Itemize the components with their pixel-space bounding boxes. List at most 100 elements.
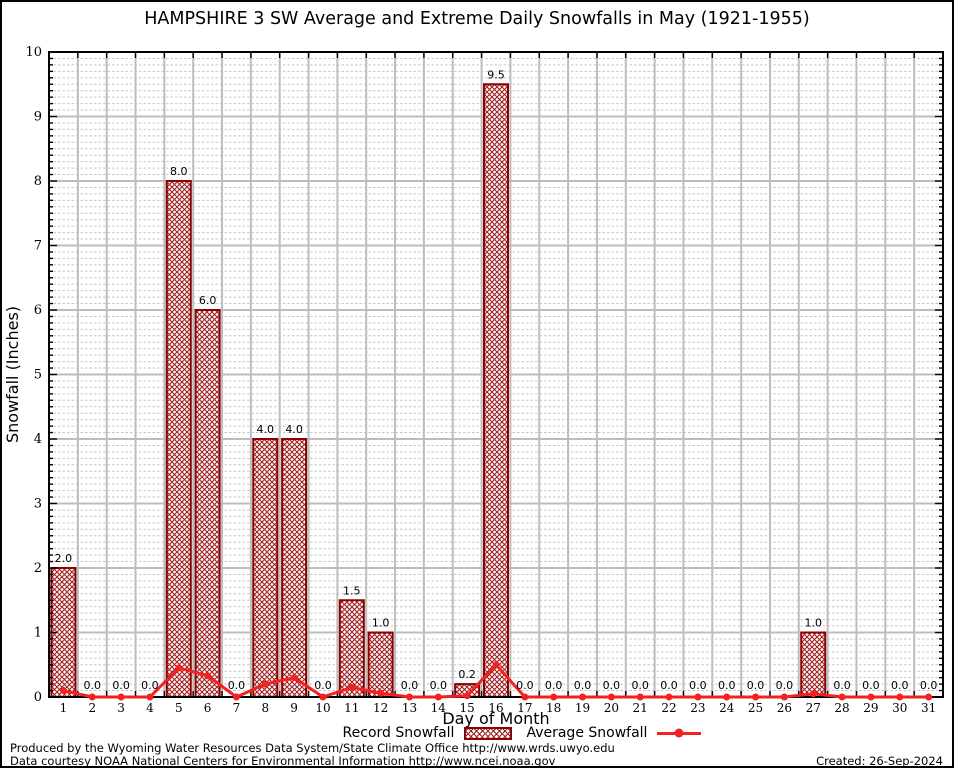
bar-value-label-day-1: 2.0: [55, 552, 73, 565]
average-point-day-15: [463, 692, 471, 700]
y-tick-label-2: 2: [34, 561, 42, 576]
average-point-day-6: [204, 672, 212, 680]
page-title: HAMPSHIRE 3 SW Average and Extreme Daily…: [144, 9, 810, 29]
footer-produced-by: Produced by the Wyoming Water Resources …: [10, 741, 615, 755]
bar-value-label-day-28: 0.0: [833, 679, 851, 692]
x-tick-label-23: 23: [690, 701, 705, 715]
record-snowfall-swatch: [464, 726, 513, 740]
footer-created-date: Created: 26-Sep-2024: [816, 754, 943, 768]
bar-day-12: [367, 631, 394, 698]
bar-value-label-day-29: 0.0: [862, 679, 880, 692]
x-tick-label-24: 24: [719, 701, 735, 715]
x-tick-label-13: 13: [402, 701, 417, 715]
y-tick-label-10: 10: [25, 45, 42, 60]
x-tick-label-18: 18: [546, 701, 561, 715]
x-tick-label-14: 14: [431, 701, 447, 715]
average-point-day-22: [665, 693, 673, 701]
y-tick-label-4: 4: [34, 432, 42, 447]
bar-value-label-day-6: 6.0: [199, 294, 217, 307]
x-tick-label-30: 30: [892, 701, 907, 715]
bar-day-9: [281, 438, 308, 698]
bar-value-label-day-7: 0.0: [228, 679, 246, 692]
x-axis-title: Day of Month: [442, 709, 549, 728]
bar-value-label-day-8: 4.0: [257, 423, 275, 436]
average-point-day-24: [723, 693, 731, 701]
bar-value-label-day-3: 0.0: [112, 679, 130, 692]
average-point-day-12: [377, 689, 385, 697]
bar-value-label-day-11: 1.5: [343, 584, 361, 597]
average-snowfall-swatch: [657, 728, 702, 738]
bar-value-label-day-23: 0.0: [689, 679, 707, 692]
x-tick-label-2: 2: [88, 701, 96, 715]
y-axis-title: Snowfall (Inches): [3, 306, 22, 443]
average-point-day-18: [550, 693, 558, 701]
x-tick-label-25: 25: [748, 701, 763, 715]
average-point-day-29: [867, 693, 875, 701]
average-point-day-16: [492, 661, 500, 669]
bar-value-label-day-22: 0.0: [660, 679, 678, 692]
average-point-day-11: [348, 683, 356, 691]
average-point-day-27: [809, 690, 817, 698]
bar-day-16: [483, 83, 509, 698]
average-snowfall-series: [59, 661, 933, 701]
x-tick-label-11: 11: [344, 701, 359, 715]
x-tick-label-31: 31: [921, 701, 936, 715]
x-tick-label-17: 17: [517, 701, 532, 715]
bar-value-label-day-19: 0.0: [574, 679, 592, 692]
x-tick-label-16: 16: [488, 701, 503, 715]
y-tick-label-9: 9: [34, 110, 42, 125]
average-point-day-21: [636, 693, 644, 701]
bar-value-label-day-31: 0.0: [920, 679, 938, 692]
x-tick-label-15: 15: [460, 701, 475, 715]
bar-value-label-day-9: 4.0: [285, 423, 303, 436]
snowfall-chart: 2.0 0.0 0.0 0.0 8.0 6.0 0.0 4.0 4.0 0.0 1.5 1.0 0.0 0…: [3, 45, 944, 728]
legend-item-average: Average Snowfall: [526, 725, 702, 741]
average-point-day-19: [579, 693, 587, 701]
bar-value-label-day-24: 0.0: [718, 679, 736, 692]
average-point-day-1: [59, 687, 67, 695]
bar-value-label-day-20: 0.0: [603, 679, 621, 692]
bar-value-label-day-5: 8.0: [170, 165, 188, 178]
y-tick-label-8: 8: [34, 174, 42, 189]
x-tick-label-12: 12: [373, 701, 388, 715]
bar-value-label-day-27: 1.0: [804, 617, 822, 630]
bar-value-label-day-17: 0.0: [516, 679, 534, 692]
bar-day-27: [800, 631, 827, 698]
bar-value-label-day-30: 0.0: [891, 679, 909, 692]
bar-value-label-day-2: 0.0: [84, 679, 102, 692]
average-point-day-17: [521, 693, 529, 701]
x-tick-label-4: 4: [146, 701, 154, 715]
x-tick-label-8: 8: [261, 701, 269, 715]
bar-value-label-day-16: 9.5: [487, 68, 505, 81]
y-tick-label-1: 1: [34, 626, 42, 641]
bar-value-label-day-14: 0.0: [430, 679, 448, 692]
bar-value-label-day-12: 1.0: [372, 617, 390, 630]
average-point-day-13: [405, 693, 413, 701]
average-point-day-14: [434, 693, 442, 701]
average-point-day-31: [925, 693, 933, 701]
bar-value-label-day-4: 0.0: [141, 679, 159, 692]
average-point-day-10: [319, 693, 327, 701]
average-point-day-2: [88, 693, 96, 701]
legend-record-label: Record Snowfall: [342, 725, 455, 741]
legend-average-label: Average Snowfall: [526, 725, 648, 741]
x-tick-label-29: 29: [863, 701, 878, 715]
footer-data-courtesy: Data courtesy NOAA National Centers for …: [10, 754, 556, 768]
average-point-day-8: [261, 680, 269, 688]
average-point-day-28: [838, 693, 846, 701]
y-tick-label-6: 6: [34, 303, 42, 318]
x-tick-label-9: 9: [290, 701, 298, 715]
x-tick-label-28: 28: [834, 701, 849, 715]
average-point-day-26: [780, 693, 788, 701]
x-tick-label-1: 1: [60, 701, 68, 715]
x-tick-label-7: 7: [233, 701, 241, 715]
y-tick-label-3: 3: [34, 497, 42, 512]
plot-frame: [48, 51, 944, 698]
x-tick-label-27: 27: [806, 701, 821, 715]
x-tick-label-5: 5: [175, 701, 183, 715]
bar-day-8: [252, 438, 279, 698]
x-tick-label-26: 26: [777, 701, 792, 715]
x-tick-label-20: 20: [604, 701, 619, 715]
